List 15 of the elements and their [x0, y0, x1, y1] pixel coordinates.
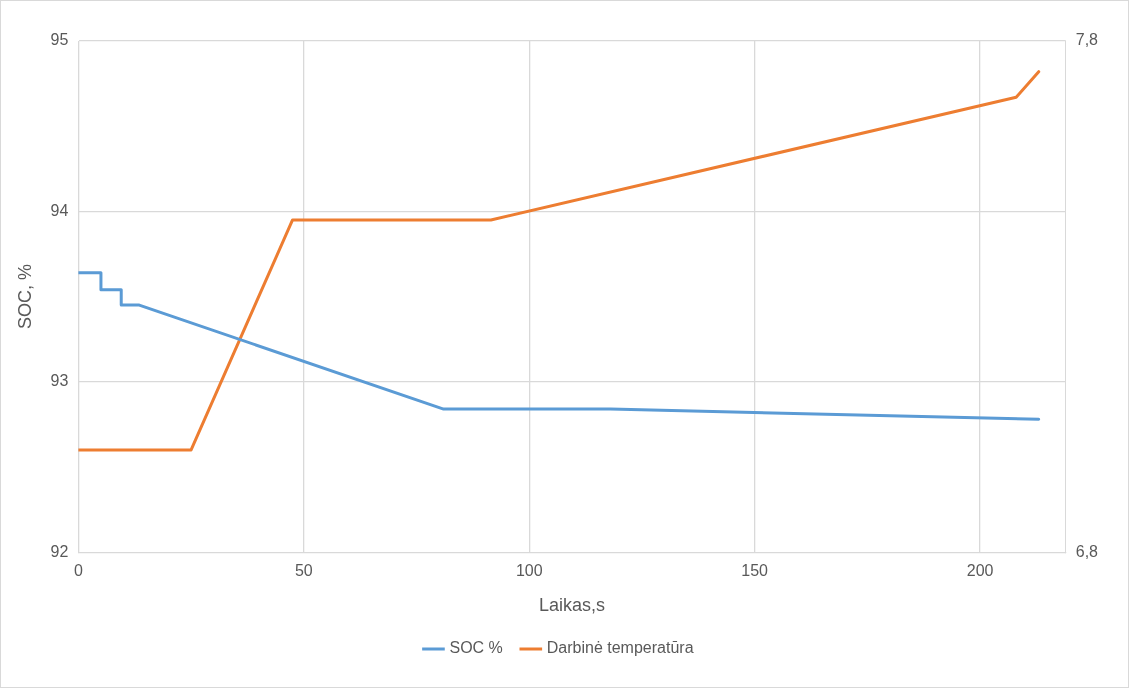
- y2-tick-label: 7,8: [1075, 31, 1099, 49]
- x-tick-label: 0: [73, 562, 83, 580]
- y-tick-label: 94: [50, 201, 69, 219]
- x-tick-label: 200: [966, 562, 994, 580]
- y-tick-label: 93: [50, 372, 69, 390]
- y-tick-label: 95: [50, 31, 69, 49]
- x-tick-label: 150: [741, 562, 769, 580]
- y2-tick-label: 6,8: [1075, 542, 1099, 560]
- y-tick-label: 92: [50, 542, 69, 560]
- x-axis-title: Laikas,s: [539, 595, 606, 616]
- x-tick-label: 50: [294, 562, 313, 580]
- y-axis-title: SOC, %: [14, 264, 35, 330]
- x-tick-label: 100: [515, 562, 543, 580]
- legend-label: Darbinė temperatūra: [546, 639, 694, 657]
- legend-label: SOC %: [449, 639, 503, 657]
